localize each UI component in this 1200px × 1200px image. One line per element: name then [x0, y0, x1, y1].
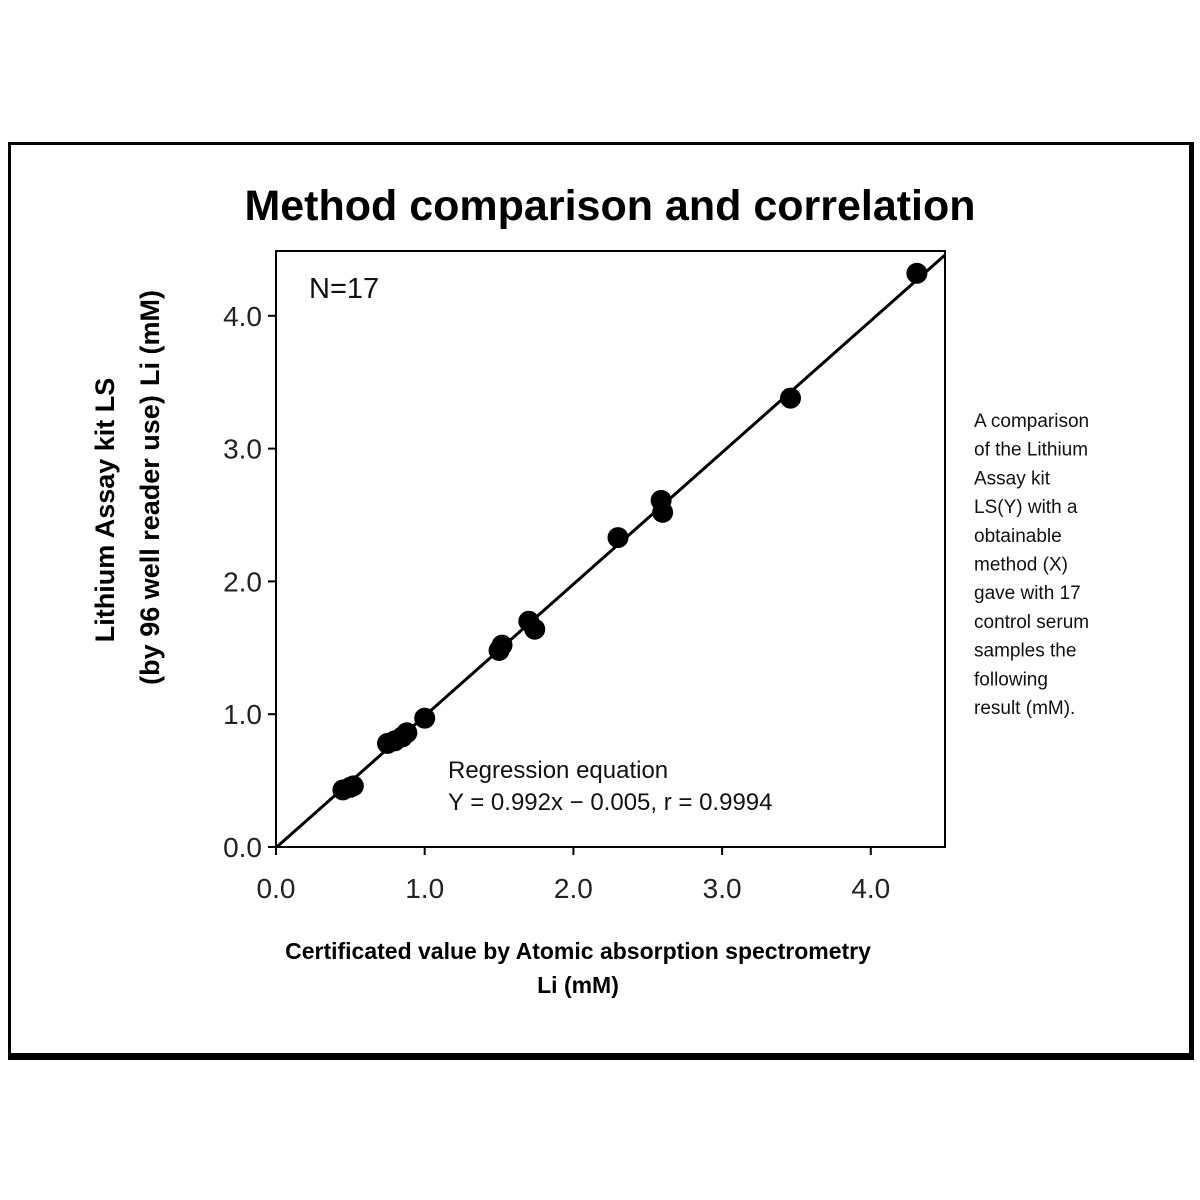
x-tick-label: 2.0: [554, 873, 593, 904]
data-point: [906, 262, 928, 284]
y-axis-label-line3: Li (mM): [135, 290, 165, 386]
x-tick-label: 0.0: [257, 873, 296, 904]
side-note-line: following: [974, 669, 1048, 690]
x-tick-label: 1.0: [405, 873, 444, 904]
side-note-line: Assay kit: [974, 468, 1051, 489]
x-tick-label: 4.0: [851, 873, 890, 904]
data-point: [652, 501, 674, 523]
y-tick-label: 0.0: [223, 832, 262, 863]
y-tick-label: 2.0: [223, 566, 262, 597]
figure-frame: [8, 142, 1194, 1060]
x-axis-label-line1: Certificated value by Atomic absorption …: [285, 938, 871, 964]
side-note-line: control serum: [974, 612, 1089, 633]
side-note-line: gave with 17: [974, 583, 1081, 604]
x-axis-label-line2: Li (mM): [537, 972, 619, 998]
plot-area: [275, 250, 946, 848]
data-point: [414, 707, 436, 729]
chart-title: Method comparison and correlation: [244, 182, 975, 230]
y-axis-ticks: 0.0 1.0 2.0 3.0 4.0: [223, 301, 276, 863]
side-note-line: A comparison: [974, 411, 1089, 432]
side-note-line: result (mM).: [974, 698, 1075, 719]
y-tick-label: 4.0: [223, 301, 262, 332]
x-axis-ticks: 0.0 1.0 2.0 3.0 4.0: [257, 847, 890, 904]
regression-equation: Y = 0.992x − 0.005, r = 0.9994: [448, 789, 772, 816]
side-note-line: samples the: [974, 641, 1076, 662]
data-point: [491, 634, 513, 656]
data-point: [396, 722, 418, 744]
data-point: [607, 527, 629, 549]
x-tick-label: 3.0: [703, 873, 742, 904]
side-note-line: LS(Y) with a: [974, 497, 1078, 518]
side-note-line: of the Lithium: [974, 440, 1088, 461]
side-note-line: obtainable: [974, 526, 1062, 547]
sample-count-label: N=17: [309, 273, 379, 305]
y-axis-label-line1: Lithium Assay kit LS: [90, 378, 120, 643]
y-tick-label: 1.0: [223, 699, 262, 730]
data-point: [524, 618, 546, 640]
side-note: A comparison of the Lithium Assay kit LS(Y)…: [974, 411, 1089, 719]
y-axis-label-line2: (by 96 well reader use): [135, 395, 165, 685]
y-tick-label: 3.0: [223, 434, 262, 465]
data-point: [342, 775, 364, 797]
data-point: [780, 387, 802, 409]
data-points: [332, 262, 928, 801]
regression-title: Regression equation: [448, 757, 668, 784]
side-note-line: method (X): [974, 555, 1068, 576]
